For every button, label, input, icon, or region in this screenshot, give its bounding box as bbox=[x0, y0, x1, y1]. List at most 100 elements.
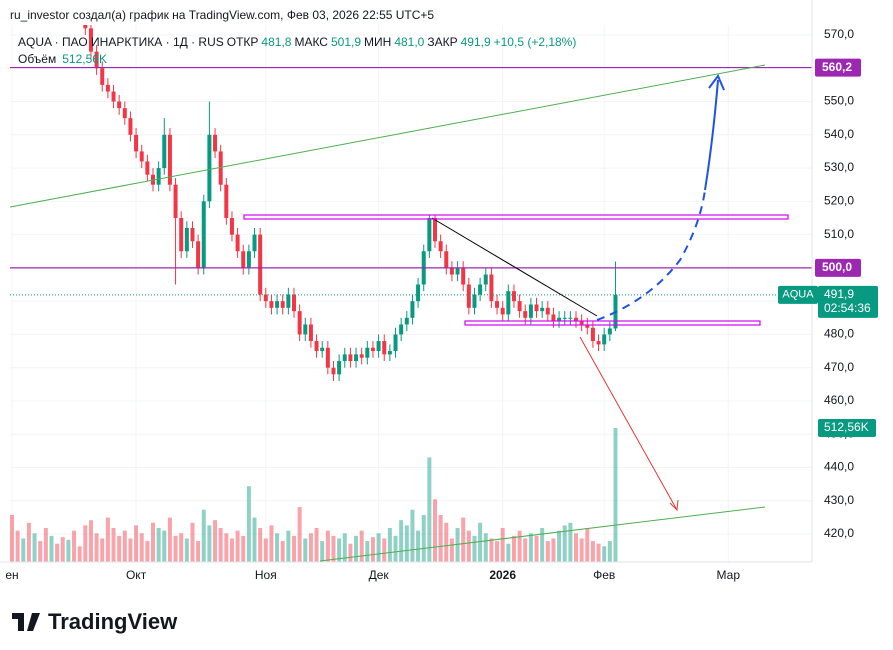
candle-body bbox=[359, 354, 364, 358]
volume-bar bbox=[427, 457, 432, 562]
candle-body bbox=[483, 274, 488, 285]
candle-body bbox=[602, 334, 607, 345]
candle-body bbox=[478, 284, 483, 295]
candle-body bbox=[545, 307, 550, 315]
symbol-badge bbox=[778, 285, 818, 304]
y-tick-label: 550,0 bbox=[824, 94, 854, 108]
volume-bar bbox=[286, 530, 291, 562]
volume-bar bbox=[10, 514, 14, 562]
zone bbox=[464, 320, 761, 326]
volume-bar bbox=[139, 533, 144, 562]
candle-body bbox=[213, 134, 218, 152]
candle-body bbox=[258, 234, 263, 295]
candle-body bbox=[461, 267, 466, 285]
y-tick-label: 440,0 bbox=[824, 460, 854, 474]
volume-bar bbox=[196, 541, 201, 562]
volume-bar bbox=[404, 525, 409, 562]
volume-bar bbox=[517, 530, 522, 562]
candle-body bbox=[365, 347, 370, 358]
candle-body bbox=[184, 227, 189, 252]
volume-bar bbox=[421, 514, 426, 562]
volume-legend: Объём 512,56K bbox=[18, 52, 107, 66]
volume-bar bbox=[455, 528, 460, 562]
candle-body bbox=[224, 184, 229, 218]
candle-body bbox=[122, 108, 127, 119]
candle-body bbox=[246, 251, 251, 268]
candle-body bbox=[574, 317, 578, 322]
level-label: 500,0 bbox=[822, 260, 852, 274]
candle-body bbox=[354, 354, 359, 362]
level-badge bbox=[815, 58, 861, 77]
volume-bar bbox=[579, 538, 584, 562]
value: 491,9 bbox=[460, 35, 491, 49]
candle-body bbox=[528, 304, 533, 318]
volume-bar bbox=[77, 546, 82, 562]
legend: AQUA · ПАО ИНАРКТИКА · 1Д · RUS ОТКР 481,… bbox=[18, 35, 576, 49]
volume-bar bbox=[224, 533, 229, 562]
candle-body bbox=[438, 241, 443, 252]
volume-bar bbox=[145, 541, 150, 562]
candle-body bbox=[218, 151, 223, 185]
volume-bar bbox=[60, 537, 65, 562]
volume-bar bbox=[100, 538, 105, 562]
volume-bar bbox=[365, 541, 370, 562]
candle-body bbox=[66, 0, 70, 2]
volume-bar bbox=[449, 538, 454, 562]
volume-bar bbox=[207, 525, 212, 562]
volume-bar bbox=[416, 530, 421, 562]
volume-bar bbox=[156, 528, 161, 562]
x-tick-label: Дек bbox=[369, 568, 390, 582]
volume-bar bbox=[331, 535, 336, 562]
volume-bar bbox=[252, 517, 257, 562]
volume-bar bbox=[201, 509, 206, 562]
volume-bar bbox=[83, 525, 88, 562]
candle-body bbox=[557, 317, 562, 322]
candle-body bbox=[78, 8, 82, 18]
symbol-label: AQUA bbox=[782, 289, 814, 301]
candle-body bbox=[500, 307, 505, 315]
level-badge bbox=[815, 258, 861, 277]
volume-bar bbox=[105, 517, 110, 562]
logo-mark bbox=[12, 613, 40, 631]
volume-bar bbox=[370, 537, 375, 562]
candle-body bbox=[61, 0, 65, 2]
candle-body bbox=[534, 304, 539, 312]
candle-body bbox=[292, 294, 296, 312]
candle-body bbox=[145, 161, 150, 175]
candle-body bbox=[94, 51, 99, 69]
candle-body bbox=[117, 101, 122, 109]
candle-body bbox=[393, 334, 398, 352]
volume-bar bbox=[88, 520, 93, 562]
candle-body bbox=[308, 324, 313, 342]
volume-bar bbox=[241, 535, 246, 562]
candle-body bbox=[399, 324, 404, 335]
candle-body bbox=[229, 217, 234, 235]
volume-bar bbox=[596, 543, 601, 562]
logo-text: TradingView bbox=[48, 609, 178, 634]
x-tick-label: Мар bbox=[717, 568, 741, 582]
y-tick-label: 570,0 bbox=[824, 27, 854, 41]
value: 481,0 bbox=[394, 35, 425, 49]
volume-bar bbox=[511, 535, 516, 562]
volume-bar bbox=[184, 538, 189, 562]
volume-bar bbox=[478, 522, 483, 562]
candle-body bbox=[320, 347, 325, 352]
candle-body bbox=[511, 291, 516, 302]
volume-bar bbox=[213, 520, 218, 562]
candle-body bbox=[190, 227, 195, 242]
x-tick-label: ен bbox=[5, 568, 18, 582]
volume-bar bbox=[523, 538, 528, 562]
volume-bar bbox=[21, 538, 26, 562]
candle-body bbox=[325, 347, 330, 368]
candle-body bbox=[596, 341, 601, 345]
candle-body bbox=[241, 251, 246, 268]
candle-body bbox=[134, 134, 139, 152]
label: Объём bbox=[18, 52, 57, 66]
volume-bar bbox=[342, 533, 347, 562]
volume-bar bbox=[66, 539, 71, 562]
symbol: AQUA · ПАО ИНАРКТИКА · 1Д · RUS bbox=[18, 35, 224, 49]
volume-bar bbox=[162, 530, 167, 562]
volume-bar bbox=[602, 546, 607, 562]
volume-bar bbox=[151, 522, 155, 562]
axes: 420,0430,0440,0450,0460,0470,0480,0490,0… bbox=[0, 0, 878, 582]
